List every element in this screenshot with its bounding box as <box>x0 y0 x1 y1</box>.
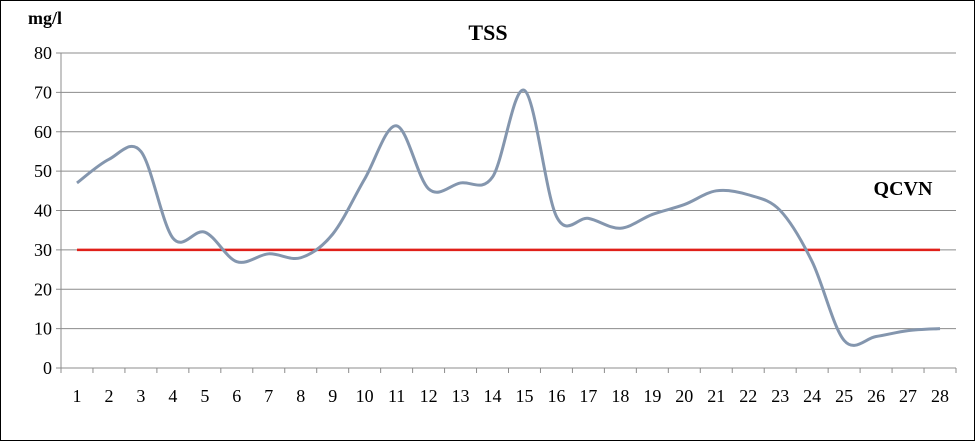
x-tick-label: 27 <box>899 386 917 406</box>
y-tick-label: 30 <box>34 240 52 260</box>
x-tick-label: 1 <box>72 386 81 406</box>
y-tick-label: 50 <box>34 161 52 181</box>
y-tick-label: 40 <box>34 201 52 221</box>
x-tick-label: 17 <box>579 386 597 406</box>
axes <box>56 52 957 373</box>
x-tick-label: 25 <box>835 386 853 406</box>
x-tick-label: 14 <box>484 386 502 406</box>
x-tick-label: 18 <box>611 386 629 406</box>
x-tick-label: 20 <box>675 386 693 406</box>
y-tick-label: 10 <box>34 319 52 339</box>
x-tick-label: 2 <box>104 386 113 406</box>
qcvn-reference-label: QCVN <box>874 178 933 200</box>
x-tick-label: 12 <box>420 386 438 406</box>
x-tick-labels: 1 2 3 4 5 6 7 8 9 10 11 12 13 14 15 16 17 18 19 20 21 22 23 24 2… <box>72 386 949 406</box>
x-tick-label: 23 <box>771 386 789 406</box>
x-tick-label: 26 <box>867 386 885 406</box>
x-tick-label: 3 <box>136 386 145 406</box>
x-tick-label: 4 <box>168 386 177 406</box>
x-tick-label: 16 <box>547 386 565 406</box>
y-axis-unit-label: mg/l <box>28 8 62 28</box>
x-tick-label: 6 <box>232 386 241 406</box>
y-tick-label: 60 <box>34 122 52 142</box>
y-tick-labels: 0 10 20 30 40 50 60 70 80 <box>34 43 52 378</box>
y-tick-label: 20 <box>34 279 52 299</box>
x-tick-label: 13 <box>452 386 470 406</box>
tss-series-line <box>76 88 941 347</box>
x-tick-label: 5 <box>200 386 209 406</box>
x-tick-label: 8 <box>296 386 305 406</box>
x-tick-label: 19 <box>643 386 661 406</box>
series-lines <box>76 88 941 347</box>
x-tick-label: 28 <box>931 386 949 406</box>
x-tick-label: 21 <box>707 386 725 406</box>
y-tick-label: 0 <box>43 358 52 378</box>
x-tick-label: 22 <box>739 386 757 406</box>
y-tick-label: 70 <box>34 82 52 102</box>
x-tick-label: 15 <box>515 386 533 406</box>
y-tick-label: 80 <box>34 43 52 63</box>
x-tick-label: 9 <box>328 386 337 406</box>
x-tick-label: 24 <box>803 386 821 406</box>
chart-title: TSS <box>468 20 507 45</box>
x-tick-label: 11 <box>388 386 405 406</box>
x-tick-label: 10 <box>356 386 374 406</box>
grid-lines <box>61 52 956 330</box>
x-tick-label: 7 <box>264 386 273 406</box>
